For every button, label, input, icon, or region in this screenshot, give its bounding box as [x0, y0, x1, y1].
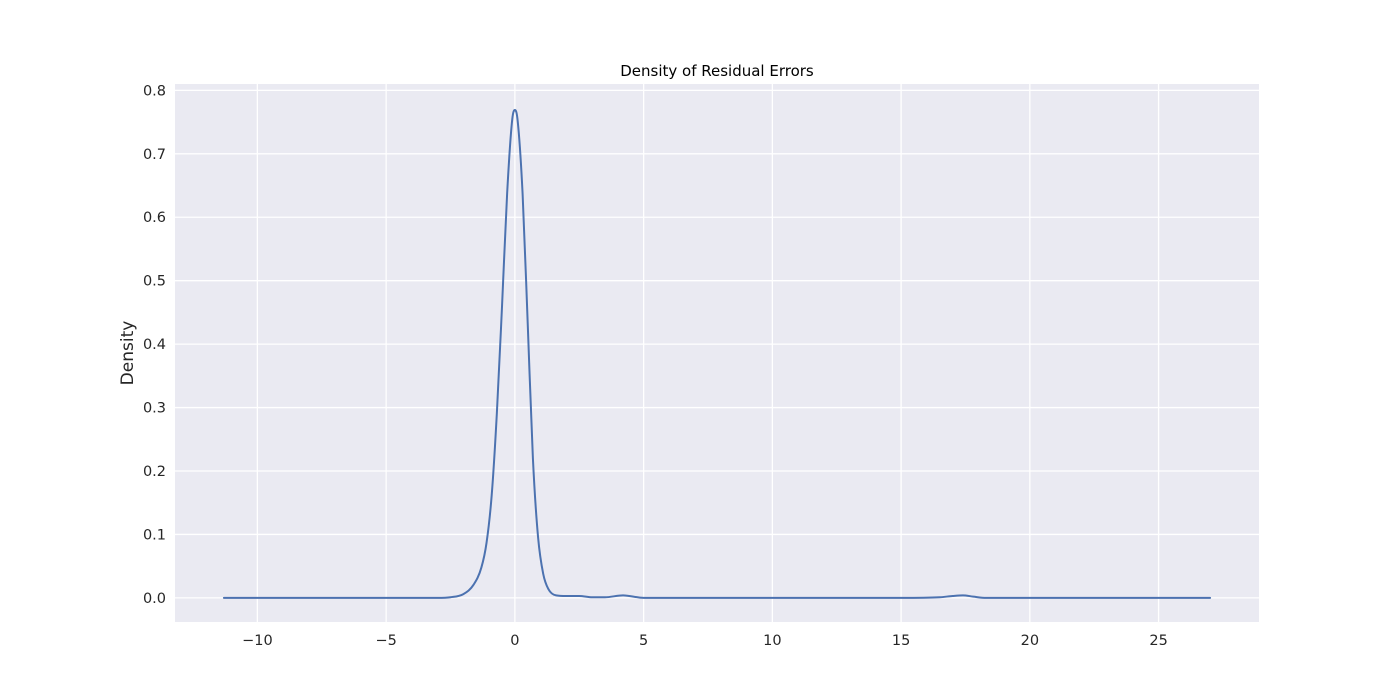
x-tick-label: −5: [375, 633, 396, 649]
y-tick-label: 0.3: [143, 401, 166, 417]
x-tick-label: 20: [1021, 633, 1039, 649]
x-tick-label: 0: [510, 633, 519, 649]
y-tick-label: 0.8: [143, 83, 166, 99]
chart-title: Density of Residual Errors: [620, 62, 814, 80]
grid: [175, 84, 1259, 622]
y-tick-label: 0.6: [143, 210, 166, 226]
y-tick-label: 0.2: [143, 464, 166, 480]
y-ticks: 0.0 0.1 0.2 0.3 0.4 0.5 0.6 0.7 0.8: [143, 83, 166, 607]
x-tick-label: 5: [639, 633, 648, 649]
plot-area: [175, 84, 1259, 622]
y-tick-label: 0.7: [143, 147, 166, 163]
density-line: [222, 109, 1212, 599]
y-tick-label: 0.4: [143, 337, 166, 353]
y-axis-label: Density: [118, 321, 138, 386]
x-ticks: −10 −5 0 5 10 15 20 25: [242, 633, 1168, 649]
y-tick-label: 0.0: [143, 591, 166, 607]
y-tick-label: 0.5: [143, 274, 166, 290]
x-tick-label: 10: [763, 633, 781, 649]
x-tick-label: −10: [242, 633, 273, 649]
x-tick-label: 25: [1149, 633, 1167, 649]
x-tick-label: 15: [892, 633, 910, 649]
y-tick-label: 0.1: [143, 527, 166, 543]
